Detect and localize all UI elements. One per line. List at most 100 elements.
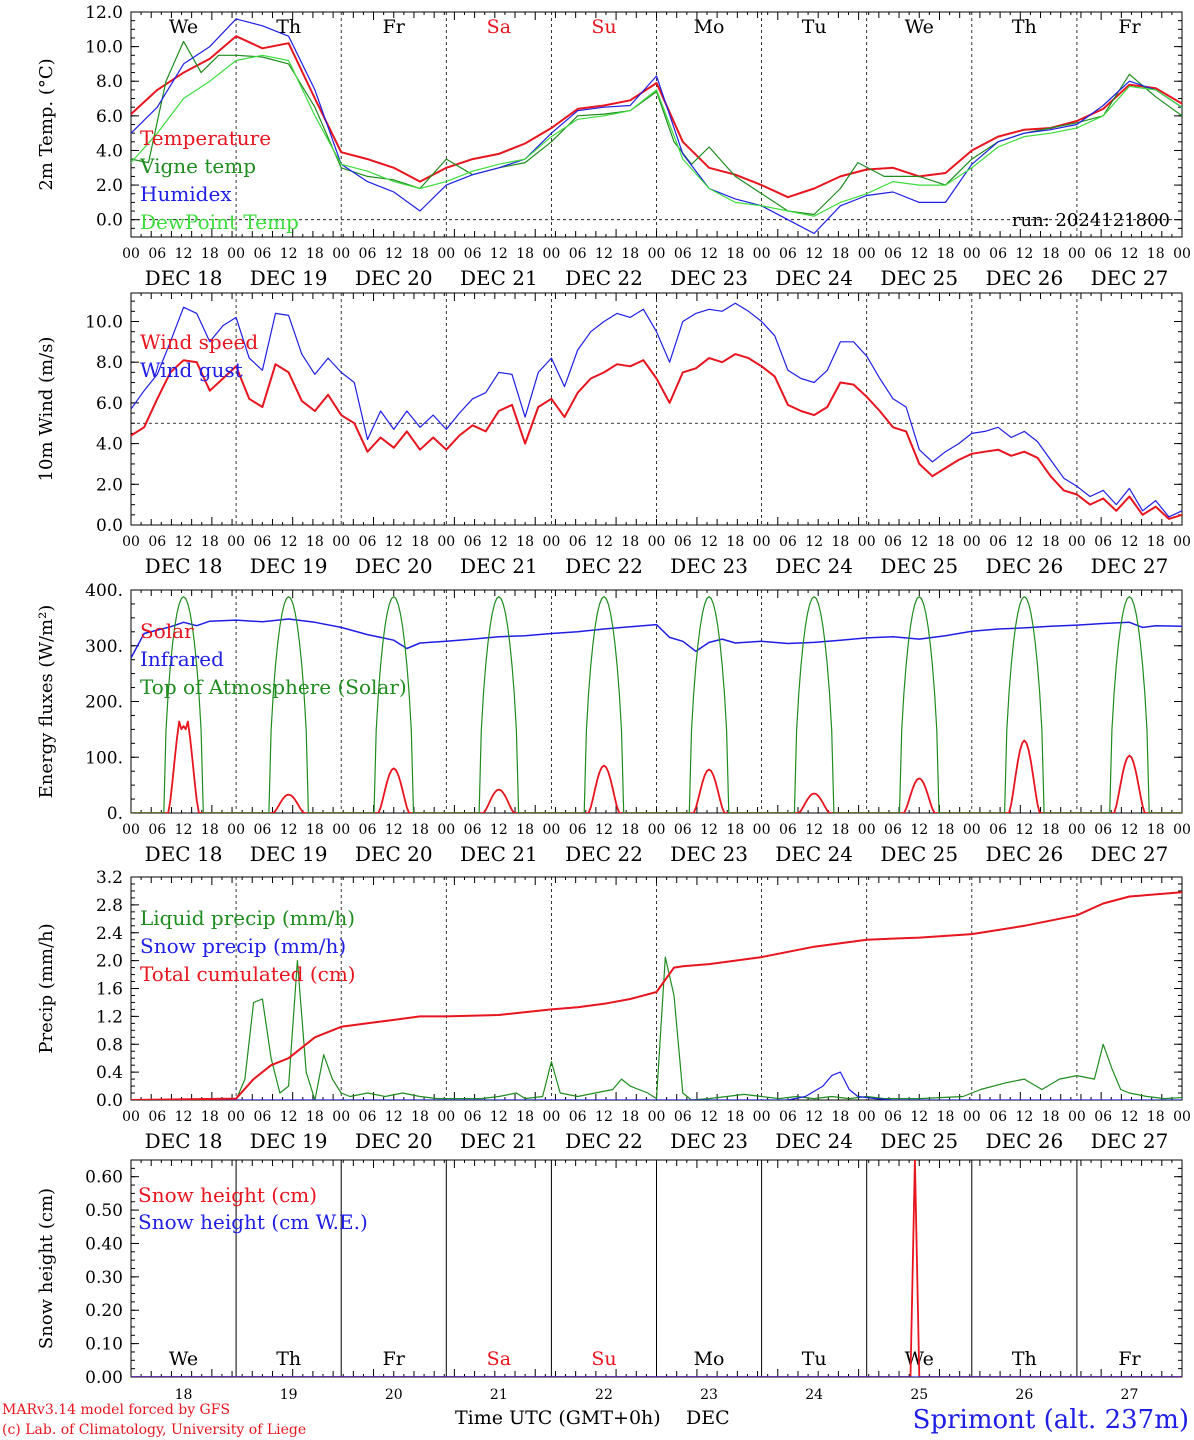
- x-hour-label: 18: [306, 822, 324, 838]
- weekday-label: Tu: [802, 1348, 827, 1370]
- y-tick-label: 0.30: [85, 1268, 123, 1288]
- weekday-label: Mo: [694, 1348, 725, 1370]
- plot-series: [131, 302, 1182, 520]
- x-hour-label: 18: [201, 1109, 219, 1125]
- x-hour-label: 12: [280, 246, 298, 262]
- y-tick-label: 0.4: [96, 1063, 123, 1083]
- x-hour-label: 00: [437, 246, 455, 262]
- x-hour-label: 18: [832, 534, 850, 550]
- x-hour-label: 00: [648, 246, 666, 262]
- x-date-label: DEC 19: [250, 554, 328, 578]
- x-hour-label: 18: [516, 246, 534, 262]
- panel-snow: 0.00 0.10 0.20 0.30 0.40 0.50 0.60 Snow height …: [36, 1159, 1183, 1403]
- x-hour-label: 00: [227, 246, 245, 262]
- legend-entry: Infrared: [140, 647, 224, 671]
- legend-entry: Solar: [140, 619, 194, 643]
- x-hour-label: 06: [464, 246, 482, 262]
- x-date-label: DEC 24: [775, 1129, 853, 1153]
- x-hour-label: 06: [884, 534, 902, 550]
- x-hour-label: 00: [1068, 246, 1086, 262]
- x-hour-label: 06: [989, 1109, 1007, 1125]
- x-hour-label: 18: [726, 822, 744, 838]
- y-tick-label: 4.0: [96, 435, 123, 455]
- x-hour-label: 06: [359, 822, 377, 838]
- plot-series: [131, 891, 1182, 1100]
- x-hour-label: 06: [569, 246, 587, 262]
- x-hour-label: 12: [175, 534, 193, 550]
- station-name: Sprimont (alt. 237m): [913, 1405, 1189, 1435]
- x-hour-label: 18: [201, 534, 219, 550]
- x-hour-label: 00: [437, 1109, 455, 1125]
- series-line-temperature: [131, 35, 1182, 199]
- x-date-label: DEC 23: [670, 266, 748, 290]
- x-hour-label: 12: [175, 822, 193, 838]
- x-hour-label: 00: [753, 246, 771, 262]
- x-date-label: DEC 20: [355, 842, 433, 866]
- x-date-label: DEC 18: [145, 266, 223, 290]
- footer: MARv3.14 model forced by GFS (c) Lab. of…: [2, 1402, 1189, 1438]
- plot-frame: [130, 11, 1183, 238]
- x-hour-label: 18: [306, 534, 324, 550]
- meteogram-panels: 0.0 2.0 4.0 6.0 8.0 10.0 12.0 2m Temp. (°C) 00 06…: [36, 3, 1191, 1403]
- x-hour-label: 18: [832, 246, 850, 262]
- y-tick-label: 6.0: [96, 107, 123, 127]
- x-hour-label: 00: [858, 534, 876, 550]
- x-hour-label: 12: [1015, 1109, 1033, 1125]
- y-tick-label: 1.6: [96, 980, 123, 1000]
- x-hour-label: 12: [385, 534, 403, 550]
- x-day-number: 24: [805, 1387, 823, 1403]
- x-hour-label: 06: [148, 1109, 166, 1125]
- x-hour-label: 06: [253, 822, 271, 838]
- series-line-vigne-temp: [131, 40, 1182, 216]
- weekday-label: Mo: [694, 16, 725, 38]
- x-hour-label: 06: [464, 822, 482, 838]
- x-hour-label: 18: [1147, 822, 1165, 838]
- x-hour-label: 18: [516, 534, 534, 550]
- x-date-label: DEC 22: [565, 554, 643, 578]
- series-line-humidex: [131, 18, 1182, 235]
- weekday-label: Sa: [487, 16, 511, 38]
- x-hour-label: 06: [779, 822, 797, 838]
- x-hour-label: 00: [648, 1109, 666, 1125]
- panel-wind: 0.0 2.0 4.0 6.0 8.0 10.0 10m Wind (m/s) 00 06 12 1…: [36, 292, 1191, 578]
- weekday-label: Th: [276, 1348, 301, 1370]
- y-tick-label: 10.0: [85, 312, 123, 332]
- x-hour-label: 00: [542, 822, 560, 838]
- x-date-label: DEC 26: [985, 554, 1063, 578]
- x-date-label: DEC 26: [985, 842, 1063, 866]
- x-hour-label: 00: [227, 822, 245, 838]
- x-hour-label: 06: [148, 822, 166, 838]
- x-hour-label: 12: [490, 822, 508, 838]
- x-hour-label: 00: [648, 534, 666, 550]
- x-date-label: DEC 19: [250, 266, 328, 290]
- y-tick-label: 0.00: [85, 1368, 123, 1388]
- x-hour-label: 00: [122, 1109, 140, 1125]
- x-hour-label: 00: [963, 1109, 981, 1125]
- x-hour-label: 06: [1094, 1109, 1112, 1125]
- plot-series: [131, 596, 1182, 813]
- x-date-label: DEC 19: [250, 842, 328, 866]
- x-hour-label: 12: [1121, 822, 1139, 838]
- x-date-label: DEC 26: [985, 266, 1063, 290]
- legend-entry: Total cumulated (cm): [140, 962, 356, 986]
- weekday-label: Fr: [383, 16, 406, 38]
- y-tick-label: 0.0: [96, 516, 123, 536]
- x-hour-label: 06: [674, 1109, 692, 1125]
- x-day-number: 21: [490, 1387, 508, 1403]
- x-hour-label: 12: [595, 822, 613, 838]
- x-hour-label: 00: [332, 246, 350, 262]
- x-hour-label: 18: [621, 534, 639, 550]
- x-hour-label: 00: [963, 822, 981, 838]
- y-tick-label: 0.20: [85, 1301, 123, 1321]
- x-date-label: DEC 26: [985, 1129, 1063, 1153]
- x-date-label: DEC 25: [880, 1129, 958, 1153]
- weekday-label: Tu: [802, 16, 827, 38]
- y-tick-label: 2.4: [96, 924, 123, 944]
- x-hour-label: 12: [490, 1109, 508, 1125]
- x-hour-label: 18: [516, 822, 534, 838]
- x-hour-label: 06: [253, 1109, 271, 1125]
- plot-frame: [130, 589, 1183, 814]
- x-hour-label: 12: [1121, 534, 1139, 550]
- x-hour-label: 00: [1173, 246, 1191, 262]
